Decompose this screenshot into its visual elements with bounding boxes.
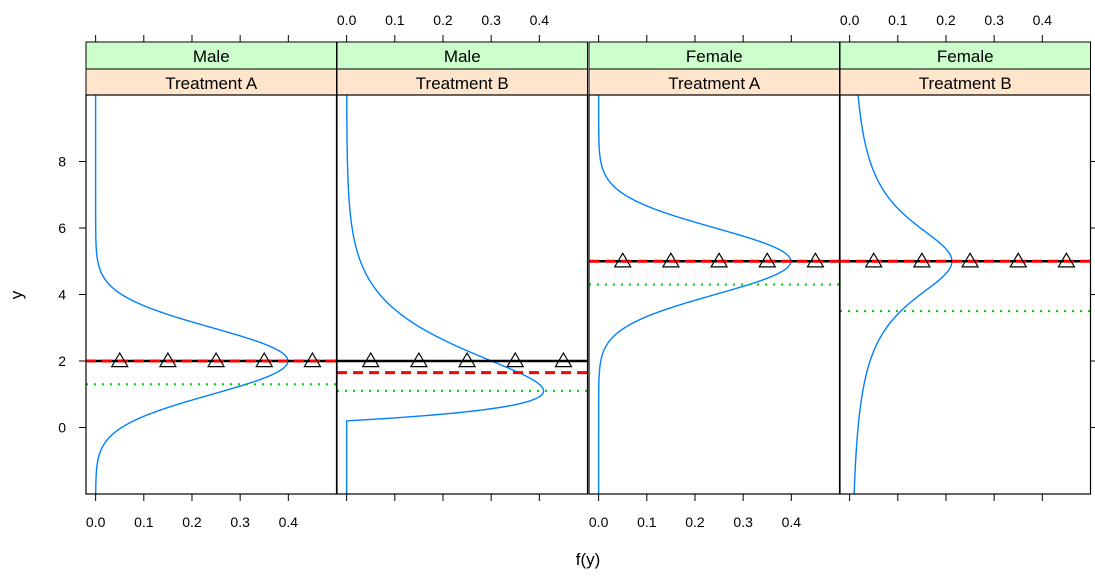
strip-bottom-label: Treatment B: [416, 74, 509, 93]
x-tick-label: 0.3: [230, 514, 250, 530]
strip-top-label: Female: [937, 47, 994, 66]
triangle-marker: [255, 351, 274, 368]
strip-bottom-label: Treatment A: [668, 74, 761, 93]
panel-plot-area: [589, 95, 840, 494]
y-tick-label: 0: [58, 420, 66, 436]
triangle-marker: [303, 351, 322, 368]
triangle-marker: [458, 351, 477, 368]
y-tick-label: 2: [58, 353, 66, 369]
x-tick-label: 0.0: [840, 12, 860, 28]
panel-plot-area: [840, 95, 1091, 494]
triangle-marker: [1009, 252, 1028, 268]
triangle-marker: [1057, 252, 1076, 268]
x-tick-label: 0.1: [637, 514, 657, 530]
triangle-marker: [409, 351, 428, 368]
y-axis-title: y: [7, 290, 26, 299]
x-tick-label: 0.4: [530, 12, 550, 28]
panel-4: Female Treatment B 0.0 0.1 0.2 0.3 0.4: [839, 12, 1092, 501]
triangle-marker: [758, 252, 777, 268]
y-tick-label: 6: [58, 220, 66, 236]
triangle-marker: [961, 252, 980, 268]
panel-border: [85, 94, 338, 495]
x-tick-label: 0.2: [936, 12, 956, 28]
strip-bottom-label: Treatment B: [919, 74, 1012, 93]
density-curve: [853, 95, 953, 494]
x-tick-label: 0.4: [279, 514, 299, 530]
strip-bottom-bg: [336, 68, 588, 96]
x-tick-label: 0.1: [134, 514, 154, 530]
panel-plot-area: [337, 95, 588, 494]
strip-top-label: Male: [444, 47, 481, 66]
x-tick-label: 0.3: [984, 12, 1004, 28]
x-tick-label: 0.4: [1033, 12, 1053, 28]
triangle-marker: [613, 252, 632, 268]
x-tick-label: 0.3: [481, 12, 501, 28]
strip-bottom-label: Treatment A: [165, 74, 258, 93]
x-tick-label: 0.0: [86, 514, 106, 530]
triangle-marker: [661, 252, 680, 268]
strip-bottom-bg: [588, 68, 840, 96]
x-tick-label: 0.1: [385, 12, 405, 28]
panel-3: Female Treatment A 0.0 0.1 0.2 0.3 0.4: [588, 35, 841, 530]
density-curve: [345, 95, 545, 494]
x-tick-label: 0.2: [685, 514, 705, 530]
triangle-marker: [912, 252, 931, 268]
strip-bottom-bg: [839, 68, 1091, 96]
panel-border: [839, 94, 1092, 495]
x-tick-label: 0.0: [337, 12, 357, 28]
x-tick-label: 0.3: [733, 514, 753, 530]
strip-top-bg: [85, 41, 337, 70]
triangle-marker: [554, 351, 573, 368]
strip-top-label: Male: [193, 47, 230, 66]
triangle-marker: [158, 351, 177, 368]
triangle-marker: [110, 351, 129, 368]
strip-bottom-bg: [85, 68, 337, 96]
triangle-marker: [506, 351, 525, 368]
x-tick-label: 0.4: [782, 514, 802, 530]
strip-top-label: Female: [686, 47, 743, 66]
panel-1: Male Treatment A 0.0 0.1 0.2 0.3 0.4: [85, 35, 338, 530]
y-tick-label: 4: [58, 287, 66, 303]
triangle-marker: [361, 351, 380, 368]
panel-border: [336, 94, 589, 495]
triangle-marker: [864, 252, 883, 268]
x-tick-label: 0.2: [433, 12, 453, 28]
x-tick-label: 0.0: [589, 514, 609, 530]
y-tick-label: 8: [58, 154, 66, 170]
triangle-marker: [806, 252, 825, 268]
triangle-marker: [207, 351, 226, 368]
density-curve: [597, 95, 792, 494]
x-tick-label: 0.1: [888, 12, 908, 28]
panel-plot-area: [86, 95, 337, 494]
triangle-marker: [710, 252, 729, 268]
x-tick-label: 0.2: [182, 514, 202, 530]
panel-2: Male Treatment B 0.0 0.1 0.2 0.3 0.4: [336, 12, 589, 501]
density-curve: [94, 95, 289, 494]
x-axis-title: f(y): [576, 550, 601, 569]
